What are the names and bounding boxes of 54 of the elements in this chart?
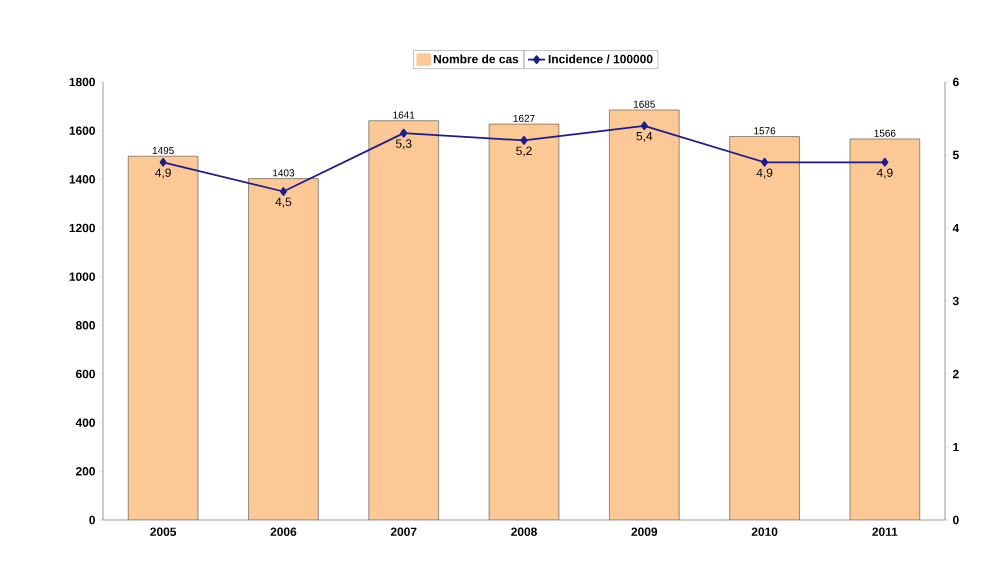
y2-tick-label: 4 (952, 223, 960, 233)
y2-tick-label: 0 (953, 515, 959, 525)
x-tick-label: 2010 (751, 527, 778, 536)
data-label: 5,4 (636, 132, 653, 142)
x-tick-label: 2006 (270, 527, 297, 536)
bar (849, 138, 921, 520)
y-tick-label: 0 (89, 515, 95, 525)
point (761, 157, 769, 167)
x-tick-label: 2007 (390, 527, 417, 536)
bar (248, 178, 319, 520)
data-label: 1627 (513, 114, 535, 122)
data-label: 1566 (874, 129, 896, 137)
data-label: 4,9 (155, 168, 171, 179)
data-label: 4,5 (275, 197, 292, 208)
data-label: 1685 (633, 100, 655, 108)
legend-label: Incidence / 100000 (548, 54, 653, 64)
bar (127, 155, 199, 520)
point (640, 121, 648, 131)
y-tick-label: 1800 (69, 77, 95, 87)
point (159, 157, 167, 167)
data-label: 5,3 (395, 139, 412, 150)
y-tick-label: 800 (75, 321, 95, 330)
y-tick-label: 1600 (69, 126, 95, 135)
y2-tick-label: 3 (952, 296, 959, 306)
data-label: 4,9 (876, 168, 893, 179)
y2-tick-label: 6 (952, 77, 959, 87)
point (279, 187, 287, 196)
x-tick-label: 2005 (150, 527, 177, 536)
y2-tick-label: 1 (953, 442, 959, 452)
y-tick-label: 200 (75, 467, 95, 476)
point (520, 136, 528, 145)
x-tick-label: 2011 (872, 527, 898, 536)
bar (729, 136, 800, 520)
point (400, 128, 408, 138)
point (881, 157, 889, 167)
y-tick-label: 1200 (69, 223, 95, 233)
x-tick-label: 2008 (511, 527, 537, 536)
bar (368, 120, 439, 520)
data-label: 4,9 (756, 168, 773, 179)
y-tick-label: 1400 (69, 175, 95, 184)
data-label: 1403 (273, 169, 295, 177)
data-label: 5,2 (516, 146, 532, 157)
y-tick-label: 1000 (69, 272, 95, 281)
y2-tick-label: 2 (952, 369, 959, 379)
data-label: 1495 (152, 146, 174, 155)
y2-tick-label: 5 (952, 150, 959, 160)
data-label: 1641 (393, 111, 415, 119)
bar (609, 109, 680, 520)
bar (488, 123, 560, 520)
legend-label: Nombre de cas (433, 54, 519, 64)
y-tick-label: 400 (75, 418, 95, 427)
y-tick-label: 600 (75, 369, 95, 379)
x-tick-label: 2009 (631, 527, 658, 536)
data-label: 1576 (754, 127, 776, 135)
